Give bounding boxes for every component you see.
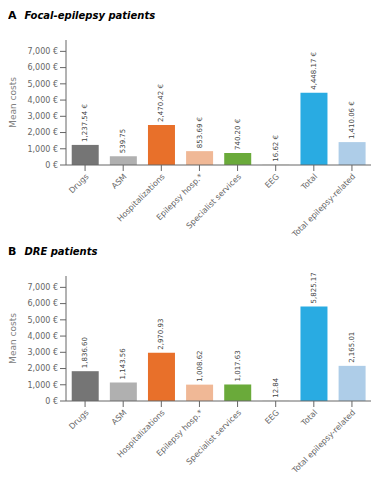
svg-text:ASM: ASM bbox=[110, 172, 129, 191]
svg-text:16.62 €: 16.62 € bbox=[272, 135, 280, 162]
svg-text:3,000 €: 3,000 € bbox=[27, 348, 58, 357]
svg-text:1,008.62: 1,008.62 bbox=[196, 350, 204, 381]
svg-text:EEG: EEG bbox=[263, 172, 281, 190]
svg-text:539.75: 539.75 bbox=[119, 129, 127, 154]
html-text:B: B bbox=[8, 245, 17, 258]
svg-text:5,825.17: 5,825.17 bbox=[310, 272, 318, 303]
svg-text:0 €: 0 € bbox=[45, 397, 58, 406]
html-text:Focal-epilepsy patients: Focal-epilepsy patients bbox=[24, 10, 156, 21]
svg-text:Drugs: Drugs bbox=[67, 408, 90, 431]
svg-text:Mean costs: Mean costs bbox=[8, 77, 18, 128]
svg-text:Hospitalizations: Hospitalizations bbox=[115, 408, 167, 460]
svg-text:Total: Total bbox=[299, 172, 319, 192]
svg-text:2,000 €: 2,000 € bbox=[27, 128, 58, 137]
svg-text:0 €: 0 € bbox=[45, 161, 58, 170]
svg-text:Epilepsy hosp.*: Epilepsy hosp.* bbox=[154, 172, 205, 223]
svg-text:1,017.63: 1,017.63 bbox=[234, 350, 242, 381]
svg-text:1,143.56: 1,143.56 bbox=[119, 348, 127, 380]
svg-text:4,000 €: 4,000 € bbox=[27, 332, 58, 341]
svg-text:Total epilepsy-related: Total epilepsy-related bbox=[290, 172, 358, 240]
svg-text:2,970.93: 2,970.93 bbox=[157, 319, 165, 350]
svg-text:Epilepsy hosp.*: Epilepsy hosp.* bbox=[154, 408, 205, 459]
svg-text:6,000 €: 6,000 € bbox=[27, 299, 58, 308]
html-text:DRE patients: DRE patients bbox=[24, 246, 98, 257]
svg-text:5,000 €: 5,000 € bbox=[27, 80, 58, 89]
svg-text:1,237.54 €: 1,237.54 € bbox=[81, 104, 89, 142]
svg-text:Specialist services: Specialist services bbox=[185, 172, 243, 230]
svg-text:7,000 €: 7,000 € bbox=[27, 283, 58, 292]
svg-text:EEG: EEG bbox=[263, 408, 281, 426]
svg-text:2,470.42 €: 2,470.42 € bbox=[157, 84, 165, 122]
svg-text:1,000 €: 1,000 € bbox=[27, 145, 58, 154]
svg-text:12.84: 12.84 bbox=[272, 377, 280, 398]
svg-text:1,836.60: 1,836.60 bbox=[81, 337, 89, 368]
svg-text:ASM: ASM bbox=[110, 408, 129, 427]
svg-text:853.69 €: 853.69 € bbox=[196, 117, 204, 148]
svg-text:1,410.06 €: 1,410.06 € bbox=[348, 101, 356, 139]
html-text:A: A bbox=[8, 9, 17, 22]
svg-text:7,000 €: 7,000 € bbox=[27, 47, 58, 56]
svg-text:Total: Total bbox=[299, 408, 319, 428]
svg-text:2,000 €: 2,000 € bbox=[27, 364, 58, 373]
svg-text:3,000 €: 3,000 € bbox=[27, 112, 58, 121]
svg-text:4,448.17 €: 4,448.17 € bbox=[310, 52, 318, 90]
svg-text:Drugs: Drugs bbox=[67, 172, 90, 195]
svg-text:5,000 €: 5,000 € bbox=[27, 316, 58, 325]
svg-text:Mean costs: Mean costs bbox=[8, 313, 18, 364]
svg-text:2,165.01: 2,165.01 bbox=[348, 332, 356, 363]
svg-text:Specialist services: Specialist services bbox=[185, 408, 243, 466]
svg-text:1,000 €: 1,000 € bbox=[27, 381, 58, 390]
svg-text:Total epilepsy-related: Total epilepsy-related bbox=[290, 408, 358, 476]
svg-text:4,000 €: 4,000 € bbox=[27, 96, 58, 105]
svg-text:6,000 €: 6,000 € bbox=[27, 63, 58, 72]
svg-text:740.20 €: 740.20 € bbox=[234, 119, 242, 150]
svg-text:Hospitalizations: Hospitalizations bbox=[115, 172, 167, 224]
